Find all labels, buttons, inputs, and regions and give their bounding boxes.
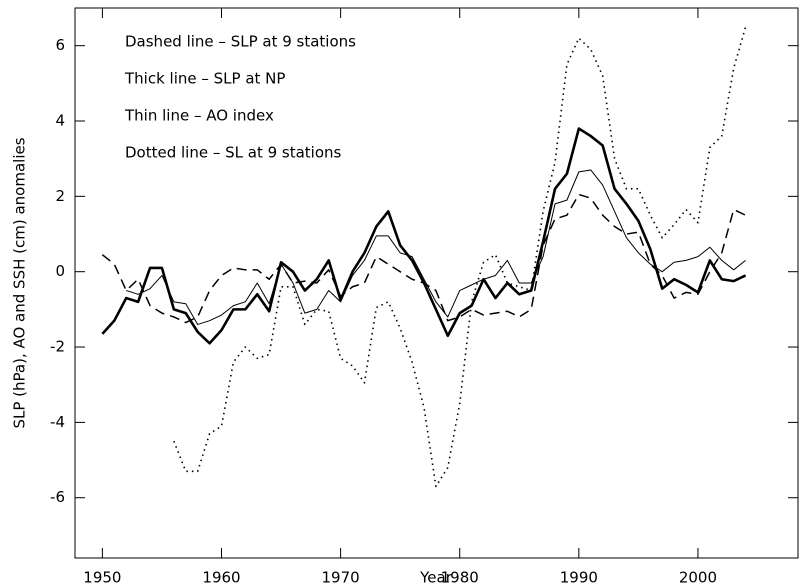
data-line — [173, 26, 747, 488]
x-tick-label: 1980 — [441, 569, 479, 587]
x-tick-label: 1970 — [322, 569, 360, 587]
y-tick-label: -2 — [50, 338, 65, 356]
x-axis-label: Year — [419, 569, 453, 587]
annotation: Dotted line – SL at 9 stations — [125, 144, 342, 162]
data-line — [101, 127, 747, 345]
annotation: Thin line – AO index — [124, 107, 274, 125]
y-tick-label: -4 — [50, 413, 65, 431]
annotation: Dashed line – SLP at 9 stations — [125, 33, 356, 51]
y-tick-label: -6 — [50, 488, 65, 506]
y-tick-label: 0 — [55, 262, 65, 280]
data-line — [101, 193, 746, 324]
x-tick-label: 1950 — [83, 569, 121, 587]
plot-frame — [74, 7, 799, 559]
x-tick-label: 2000 — [679, 569, 717, 587]
x-tick-label: 1990 — [560, 569, 598, 587]
x-tick-label: 1960 — [202, 569, 240, 587]
y-tick-label: 4 — [55, 112, 65, 130]
y-axis-label: SLP (hPa), AO and SSH (cm) anomalies — [11, 137, 29, 428]
y-tick-label: 2 — [55, 187, 65, 205]
data-line — [126, 169, 746, 325]
annotation: Thick line – SLP at NP — [124, 70, 285, 88]
y-tick-label: 6 — [55, 36, 65, 54]
